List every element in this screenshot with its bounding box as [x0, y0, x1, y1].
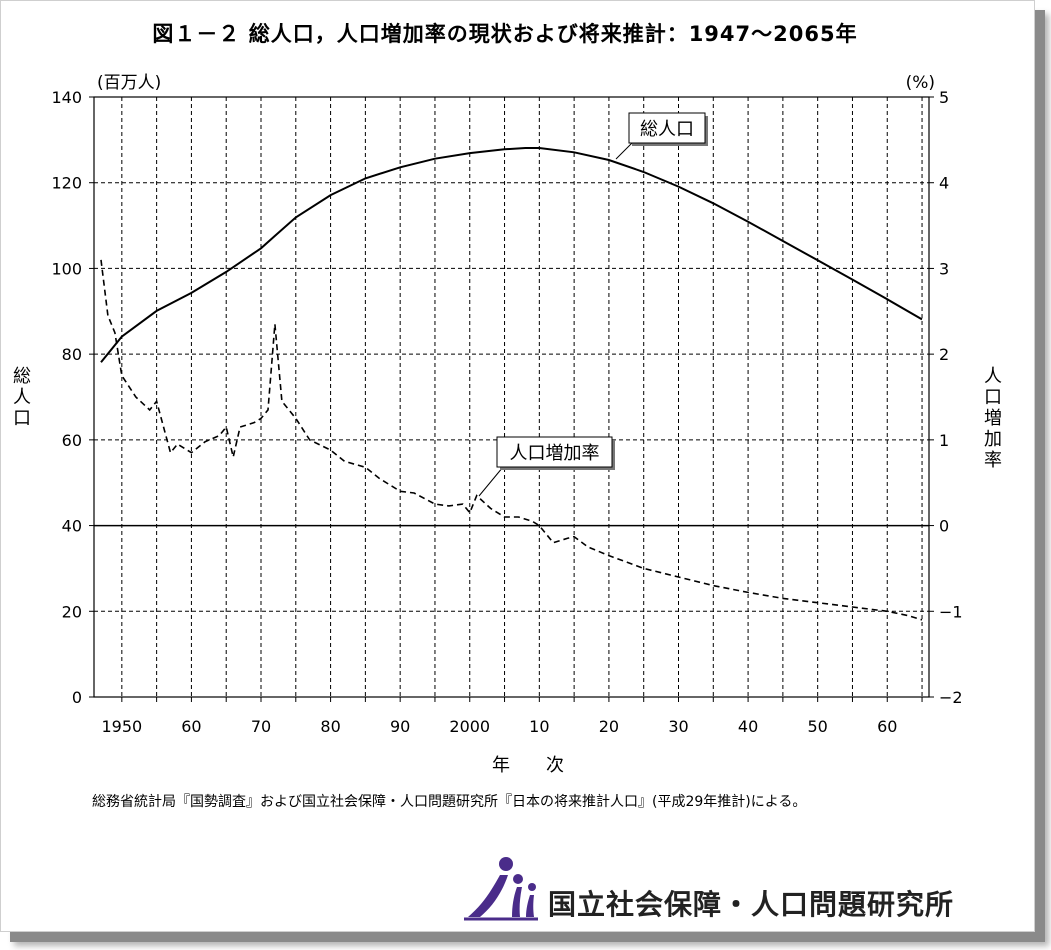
x-tick-label: 1950	[101, 717, 142, 736]
y-right-title-char: 口	[984, 387, 1002, 408]
y-right-title-char: 率	[984, 450, 1002, 471]
y-left-title-char: 総	[13, 366, 31, 387]
y-left-tick-label: 60	[62, 431, 82, 450]
y-left-tick-label: 100	[51, 259, 82, 278]
source-note: 総務省統計局『国勢調査』および国立社会保障・人口問題研究所『日本の将来推計人口』…	[92, 794, 807, 810]
y-right-tick-label: 3	[939, 259, 949, 278]
annotation-label: 人口増加率	[510, 443, 600, 464]
y-right-title-char: 人	[984, 366, 1002, 387]
y-left-tick-label: 120	[51, 174, 82, 193]
x-tick-label: 10	[529, 717, 549, 736]
y-right-tick-label: 2	[939, 345, 949, 364]
y-right-tick-label: −1	[939, 602, 963, 621]
y-left-tick-label: 20	[62, 602, 82, 621]
y-right-tick-label: −2	[939, 688, 963, 707]
y-left-tick-label: 40	[62, 517, 82, 536]
ipss-figures-icon	[464, 857, 538, 921]
x-tick-label: 20	[599, 717, 619, 736]
chart-title: 図１－２ 総人口，人口増加率の現状および将来推計：1947～2065年	[152, 22, 858, 46]
y-right-tick-label: 5	[939, 88, 949, 107]
organization-logo: 国立社会保障・人口問題研究所	[462, 855, 955, 925]
series-line-growth-rate	[100, 259, 923, 621]
y-left-title-char: 口	[13, 408, 31, 429]
organization-name: 国立社会保障・人口問題研究所	[548, 888, 955, 921]
x-tick-label: 70	[251, 717, 271, 736]
y-left-tick-label: 0	[72, 688, 82, 707]
chart-svg: 0 20 40 60 80 100 120 140 −2 −1 0 1 2 3 4 5 1950 60 70 80 90…	[13, 73, 1002, 776]
x-tick-label: 2000	[449, 717, 490, 736]
annotation-leader	[615, 142, 633, 160]
x-tick-label: 80	[320, 717, 340, 736]
annotation-box	[496, 436, 613, 468]
y-left-tick-label: 80	[62, 345, 82, 364]
x-tick-label: 50	[807, 717, 827, 736]
x-tick-label: 60	[877, 717, 897, 736]
y-right-tick-label: 1	[939, 431, 949, 450]
y-left-unit: (百万人)	[97, 73, 161, 93]
y-right-tick-label: 4	[939, 174, 949, 193]
y-right-tick-label: 0	[939, 517, 949, 536]
annotation-leader	[478, 466, 504, 497]
y-left-title-char: 人	[13, 387, 31, 408]
x-tick-label: 40	[738, 717, 758, 736]
series-line-total-population	[100, 147, 923, 363]
y-right-title-char: 加	[984, 429, 1002, 450]
y-left-tick-label: 140	[51, 88, 82, 107]
annotation-label: 総人口	[640, 119, 694, 140]
x-tick-label: 60	[181, 717, 201, 736]
x-axis-title: 年 次	[492, 755, 564, 776]
plot-border	[93, 96, 930, 698]
y-right-unit: (%)	[906, 73, 935, 93]
x-tick-label: 90	[390, 717, 410, 736]
y-right-title-char: 増	[984, 408, 1002, 429]
annotation-box	[628, 112, 706, 144]
x-tick-label: 30	[668, 717, 688, 736]
